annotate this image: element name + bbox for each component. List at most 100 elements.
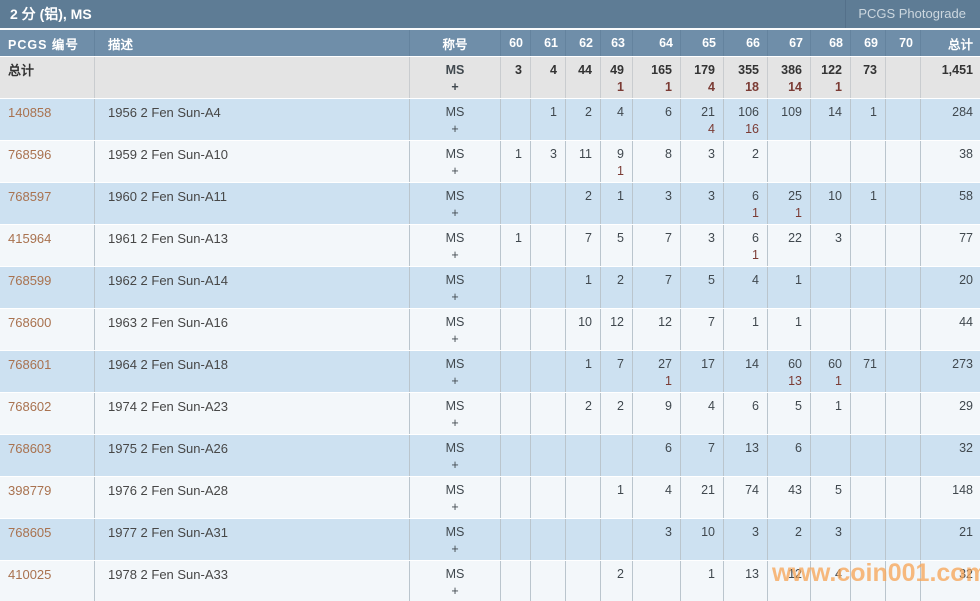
grade-value: 1: [617, 189, 624, 203]
pcgs-number-link[interactable]: 768602: [8, 399, 52, 414]
grade-cell-64: 6: [632, 435, 680, 476]
grade-value: 6: [752, 189, 759, 203]
grade-value: 17: [701, 357, 715, 371]
grade-cell-63: 5: [600, 225, 632, 266]
grade-value: 7: [617, 357, 624, 371]
pcgs-number-link[interactable]: 140858: [8, 105, 52, 120]
designation-cell: MS +: [409, 141, 500, 182]
grade-cell-63: [600, 519, 632, 560]
grade-cell-67: 2: [767, 519, 810, 560]
col-header-grade-63: 63: [600, 30, 632, 56]
row-total: 148: [920, 477, 980, 518]
grade-value: 14: [745, 357, 759, 371]
col-header-grade-67: 67: [767, 30, 810, 56]
grade-cell-61: 4: [530, 57, 565, 98]
pcgs-number-link[interactable]: 768605: [8, 525, 52, 540]
table-row: 768596 1959 2 Fen Sun-A10 MS +1 3 11 9 1 8 3 2 38: [0, 140, 980, 182]
grade-cell-68: 5: [810, 477, 850, 518]
designation-cell: MS +: [409, 435, 500, 476]
designation-plus-label: +: [451, 248, 459, 262]
designation-cell: MS +: [409, 393, 500, 434]
pcgs-number-link[interactable]: 415964: [8, 231, 52, 246]
designation-ms-label: MS: [445, 63, 465, 77]
grade-cell-67: 109: [767, 99, 810, 140]
pcgs-number-link[interactable]: 768596: [8, 147, 52, 162]
pcgs-number-link[interactable]: 768603: [8, 441, 52, 456]
grade-value: 11: [579, 147, 592, 161]
totals-row: 总计 MS +3 4 44 49 1 165 1 179 4 355 18 386 14 122 1 73 1,45…: [0, 56, 980, 98]
grade-value: 7: [708, 441, 715, 455]
grade-value: 2: [617, 399, 624, 413]
grade-cell-65: 17: [680, 351, 723, 392]
grade-cell-67: 60 13: [767, 351, 810, 392]
grade-cell-70: [885, 309, 920, 350]
grade-value: 12: [610, 315, 624, 329]
grade-value: 4: [550, 63, 557, 77]
pcgs-number-link[interactable]: 410025: [8, 567, 52, 582]
pcgs-number-cell: 768602: [0, 393, 94, 434]
designation-plus-label: +: [451, 584, 459, 598]
table-row: 398779 1976 2 Fen Sun-A28 MS +1 4 21 74 43 5 148: [0, 476, 980, 518]
grade-value: 2: [617, 567, 624, 581]
grade-value: 13: [745, 441, 759, 455]
grade-cell-70: [885, 435, 920, 476]
pcgs-number-cell: 768603: [0, 435, 94, 476]
grade-value: 71: [863, 357, 877, 371]
designation-plus-label: +: [451, 542, 459, 556]
designation-ms-label: MS: [445, 525, 465, 539]
grade-cell-63: 2: [600, 561, 632, 601]
grade-cell-70: [885, 561, 920, 601]
grade-cell-68: 4: [810, 561, 850, 601]
grade-cell-64: 8: [632, 141, 680, 182]
grade-cell-69: [850, 393, 885, 434]
grade-cell-70: [885, 57, 920, 98]
grade-cell-69: [850, 477, 885, 518]
row-total: 21: [920, 519, 980, 560]
pcgs-number-link[interactable]: 768600: [8, 315, 52, 330]
grade-cell-64: 12: [632, 309, 680, 350]
grade-cell-61: [530, 183, 565, 224]
grade-value: 10: [828, 189, 842, 203]
pcgs-number-cell: 410025: [0, 561, 94, 601]
grade-cell-65: 7: [680, 309, 723, 350]
pcgs-number-link[interactable]: 768601: [8, 357, 52, 372]
pcgs-number-link[interactable]: 398779: [8, 483, 52, 498]
photograde-link[interactable]: PCGS Photograde: [845, 0, 980, 28]
grade-cell-63: [600, 435, 632, 476]
row-total: 32: [920, 435, 980, 476]
grade-cell-65: 21 4: [680, 99, 723, 140]
table-row: 415964 1961 2 Fen Sun-A13 MS +1 7 5 7 3 6 1 22 3 77: [0, 224, 980, 266]
grade-cell-64: 4: [632, 477, 680, 518]
grade-plus-value: 1: [835, 80, 842, 94]
col-header-desc: 描述: [94, 30, 409, 56]
grade-cell-69: [850, 309, 885, 350]
grade-cell-68: 3: [810, 519, 850, 560]
designation-cell: MS +: [409, 519, 500, 560]
col-header-total: 总计: [920, 30, 980, 56]
grade-cell-60: [500, 267, 530, 308]
grade-cell-67: [767, 141, 810, 182]
grade-cell-61: [530, 267, 565, 308]
grade-cell-70: [885, 267, 920, 308]
grade-value: 1: [585, 273, 592, 287]
grade-cell-61: [530, 477, 565, 518]
designation-ms-label: MS: [445, 399, 465, 413]
grade-value: 1: [515, 231, 522, 245]
grade-cell-60: [500, 435, 530, 476]
grade-cell-70: [885, 393, 920, 434]
grade-value: 3: [708, 231, 715, 245]
coin-description: 1963 2 Fen Sun-A16: [94, 309, 409, 350]
grade-value: 4: [835, 567, 842, 581]
table-row: 768599 1962 2 Fen Sun-A14 MS +1 2 7 5 4 1 20: [0, 266, 980, 308]
designation-ms-label: MS: [445, 357, 465, 371]
pcgs-number-link[interactable]: 768597: [8, 189, 52, 204]
designation-cell: MS +: [409, 99, 500, 140]
grade-value: 2: [752, 147, 759, 161]
grade-value: 5: [795, 399, 802, 413]
pcgs-number-link[interactable]: 768599: [8, 273, 52, 288]
col-header-designation: 称号: [409, 30, 500, 56]
table-row: 768601 1964 2 Fen Sun-A18 MS +1 7 27 1 17 14 60 13…: [0, 350, 980, 392]
grade-cell-65: 10: [680, 519, 723, 560]
grade-cell-67: 12: [767, 561, 810, 601]
grade-cell-62: 2: [565, 99, 600, 140]
